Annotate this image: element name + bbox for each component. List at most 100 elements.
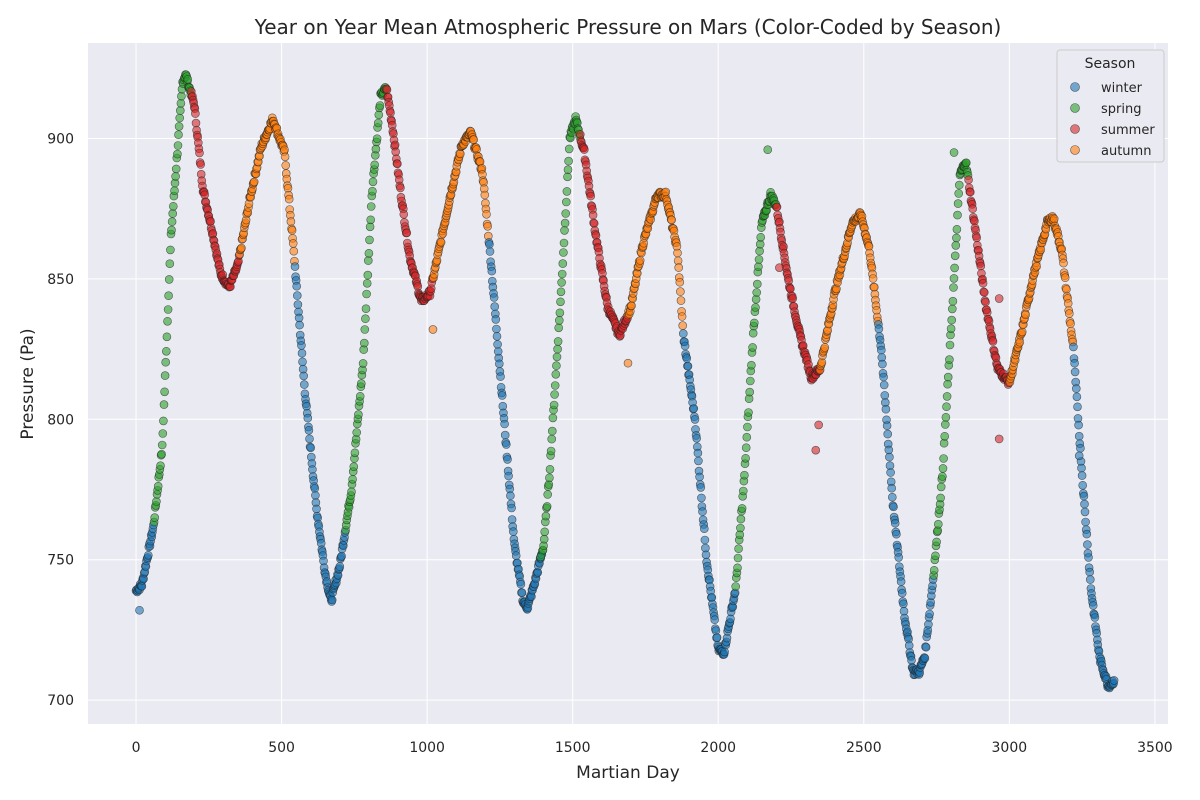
data-point	[294, 313, 304, 323]
data-point	[1077, 471, 1087, 480]
data-point	[814, 420, 823, 430]
data-point	[175, 113, 184, 123]
data-point	[949, 274, 959, 283]
data-point	[1069, 342, 1078, 352]
data-point	[506, 491, 515, 501]
data-point	[748, 343, 757, 352]
data-point	[162, 332, 172, 342]
data-point	[554, 316, 564, 325]
data-point	[890, 518, 900, 528]
data-point	[941, 412, 951, 422]
data-point	[988, 337, 998, 346]
data-point	[561, 197, 571, 207]
data-point	[1084, 553, 1093, 562]
data-point	[897, 588, 907, 598]
y-axis-label: Pressure (Pa)	[18, 328, 38, 439]
data-point	[887, 492, 897, 502]
data-point	[693, 448, 703, 458]
data-point	[994, 434, 1004, 444]
data-point	[938, 472, 947, 481]
data-point	[738, 486, 748, 496]
data-point	[496, 372, 505, 381]
data-point	[165, 259, 175, 269]
data-point	[756, 233, 766, 242]
data-point	[933, 519, 943, 529]
legend-label: summer	[1101, 123, 1155, 138]
data-point	[981, 297, 990, 307]
data-point	[517, 588, 527, 598]
x-axis-label: Martian Day	[576, 763, 680, 783]
data-point	[925, 609, 934, 619]
data-point	[306, 443, 316, 453]
data-point	[820, 343, 830, 352]
data-point	[635, 256, 645, 265]
data-point	[763, 145, 773, 155]
data-point	[899, 599, 908, 609]
data-point	[1059, 258, 1068, 268]
data-point	[480, 190, 490, 200]
data-point	[304, 425, 314, 435]
data-point	[882, 421, 892, 431]
data-point	[358, 359, 368, 368]
legend-marker	[1070, 82, 1080, 92]
data-point	[1074, 431, 1084, 441]
data-point	[938, 464, 948, 473]
data-point	[157, 440, 167, 450]
data-point	[368, 177, 378, 187]
data-point	[363, 270, 373, 280]
data-point	[952, 225, 962, 234]
data-point	[994, 294, 1004, 303]
data-point	[144, 550, 153, 560]
data-point	[754, 262, 763, 272]
x-tick-label: 3500	[1137, 740, 1173, 756]
data-point	[292, 281, 302, 291]
data-point	[297, 348, 307, 358]
data-point	[362, 278, 372, 288]
data-point	[881, 404, 891, 414]
data-point	[1076, 443, 1085, 453]
data-point	[428, 325, 438, 334]
data-point	[489, 293, 499, 302]
data-point	[896, 577, 906, 586]
data-point	[749, 318, 759, 328]
data-point	[874, 324, 884, 334]
data-point	[399, 210, 409, 219]
data-point	[299, 371, 309, 381]
data-point	[354, 410, 363, 419]
data-point	[491, 315, 501, 324]
data-point	[929, 565, 939, 575]
data-point	[889, 502, 898, 512]
data-point	[1080, 507, 1090, 517]
data-point	[947, 304, 957, 314]
data-point	[945, 340, 955, 350]
legend: Season winter spring summer autumn	[1056, 49, 1165, 163]
data-point	[167, 217, 177, 226]
legend-marker	[1070, 103, 1080, 113]
data-point	[1078, 480, 1087, 490]
data-point	[737, 504, 747, 513]
data-point	[492, 324, 501, 334]
data-point	[692, 433, 702, 443]
x-tick-label: 0	[132, 740, 141, 756]
data-point	[546, 446, 556, 456]
data-point	[736, 514, 746, 524]
data-point	[176, 99, 186, 108]
data-point	[164, 275, 174, 284]
data-point	[947, 315, 957, 325]
data-point	[508, 527, 518, 536]
data-point	[545, 473, 554, 483]
plot-area	[88, 43, 1168, 724]
data-point	[1090, 613, 1100, 622]
data-point	[1073, 402, 1082, 412]
data-point	[741, 453, 750, 463]
data-point	[364, 249, 374, 258]
x-tick-label: 2000	[700, 740, 736, 756]
data-point	[563, 172, 572, 182]
data-point	[497, 391, 507, 400]
data-point	[978, 278, 988, 288]
data-point	[361, 304, 371, 314]
data-point	[731, 582, 741, 591]
data-point	[1066, 319, 1075, 328]
data-point	[1088, 601, 1098, 610]
